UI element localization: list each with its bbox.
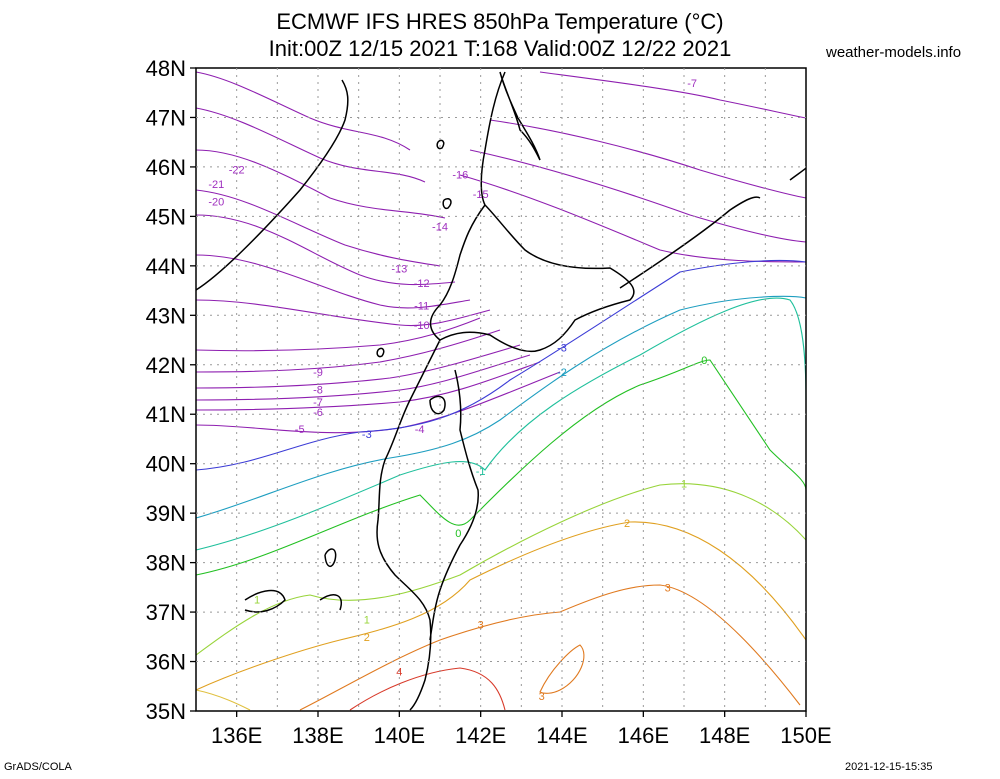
source-website: weather-models.info bbox=[826, 44, 962, 61]
lat-tick-label: 39N bbox=[146, 501, 186, 526]
contour-label: 3 bbox=[478, 619, 484, 631]
contour-label: -12 bbox=[414, 278, 430, 290]
contour-label: -7 bbox=[313, 397, 323, 409]
coastlines bbox=[195, 71, 807, 711]
contour-label: -5 bbox=[295, 424, 305, 436]
lat-tick-label: 47N bbox=[146, 105, 186, 130]
contour-label: -7 bbox=[687, 78, 697, 90]
lon-tick-label: 140E bbox=[374, 723, 425, 748]
contour-label: -11 bbox=[414, 300, 429, 312]
contour-label: -6 bbox=[313, 407, 323, 419]
contour-label: 0 bbox=[701, 355, 707, 367]
software-credit: GrADS/COLA bbox=[4, 761, 72, 773]
contour-label: 1 bbox=[364, 614, 370, 626]
contour-label: -16 bbox=[452, 169, 468, 181]
lat-tick-label: 42N bbox=[146, 353, 186, 378]
lat-tick-label: 44N bbox=[146, 254, 186, 279]
lon-tick-label: 136E bbox=[211, 723, 262, 748]
map-frame bbox=[195, 67, 807, 712]
generated-timestamp: 2021-12-15-15:35 bbox=[845, 761, 933, 773]
contour-label: 3 bbox=[539, 691, 545, 703]
lat-tick-label: 46N bbox=[146, 155, 186, 180]
contour-label: 1 bbox=[681, 478, 687, 490]
lat-tick-label: 43N bbox=[146, 303, 186, 328]
graticule bbox=[196, 68, 806, 711]
axis-ticks: 35N 36N 37N 38N 39N 40N 41N 42N 43N 44N 45N 46N 47N 4… bbox=[146, 56, 832, 748]
contour-label: -20 bbox=[208, 197, 224, 209]
lat-tick-label: 40N bbox=[146, 452, 186, 477]
lat-tick-label: 35N bbox=[146, 699, 186, 724]
contour-label: -13 bbox=[391, 263, 407, 275]
lon-tick-label: 138E bbox=[292, 723, 343, 748]
lat-tick-label: 41N bbox=[146, 402, 186, 427]
contour-label: -21 bbox=[208, 179, 224, 191]
map-title-line-2: Init:00Z 12/15 2021 T:168 Valid:00Z 12/2… bbox=[268, 36, 732, 61]
lon-tick-label: 142E bbox=[455, 723, 506, 748]
contour-label: 2 bbox=[624, 518, 630, 530]
contour-label: -3 bbox=[362, 429, 372, 441]
contour-label: -15 bbox=[473, 189, 489, 201]
contour-label: 4 bbox=[396, 666, 402, 678]
lon-tick-label: 150E bbox=[780, 723, 831, 748]
contour-label: -9 bbox=[313, 367, 323, 379]
contour-label: 0 bbox=[455, 528, 461, 540]
contour-label: -4 bbox=[415, 424, 425, 436]
lat-tick-label: 45N bbox=[146, 204, 186, 229]
contour-label: -2 bbox=[557, 367, 567, 379]
lon-tick-label: 148E bbox=[699, 723, 750, 748]
contour-label: -10 bbox=[414, 320, 430, 332]
contour-label: -14 bbox=[432, 221, 448, 233]
contour-label: 3 bbox=[665, 582, 671, 594]
lat-tick-label: 48N bbox=[146, 56, 186, 81]
contour-label: -3 bbox=[557, 342, 567, 354]
contour-label: 2 bbox=[364, 632, 370, 644]
lat-tick-label: 38N bbox=[146, 551, 186, 576]
contour-label: -1 bbox=[476, 466, 486, 478]
contour-label: -8 bbox=[313, 385, 323, 397]
contour-label: -22 bbox=[229, 164, 245, 176]
contour-labels: -22-21-20-16-15-14-13-12-11-10-9-8-7-6-5… bbox=[208, 78, 707, 703]
lon-tick-label: 144E bbox=[536, 723, 587, 748]
lat-tick-label: 36N bbox=[146, 650, 186, 675]
map-title-line-1: ECMWF IFS HRES 850hPa Temperature (°C) bbox=[276, 9, 724, 34]
lon-tick-label: 146E bbox=[618, 723, 669, 748]
contour-label: 1 bbox=[254, 595, 260, 607]
lat-tick-label: 37N bbox=[146, 600, 186, 625]
isotherm-lines bbox=[195, 71, 807, 711]
